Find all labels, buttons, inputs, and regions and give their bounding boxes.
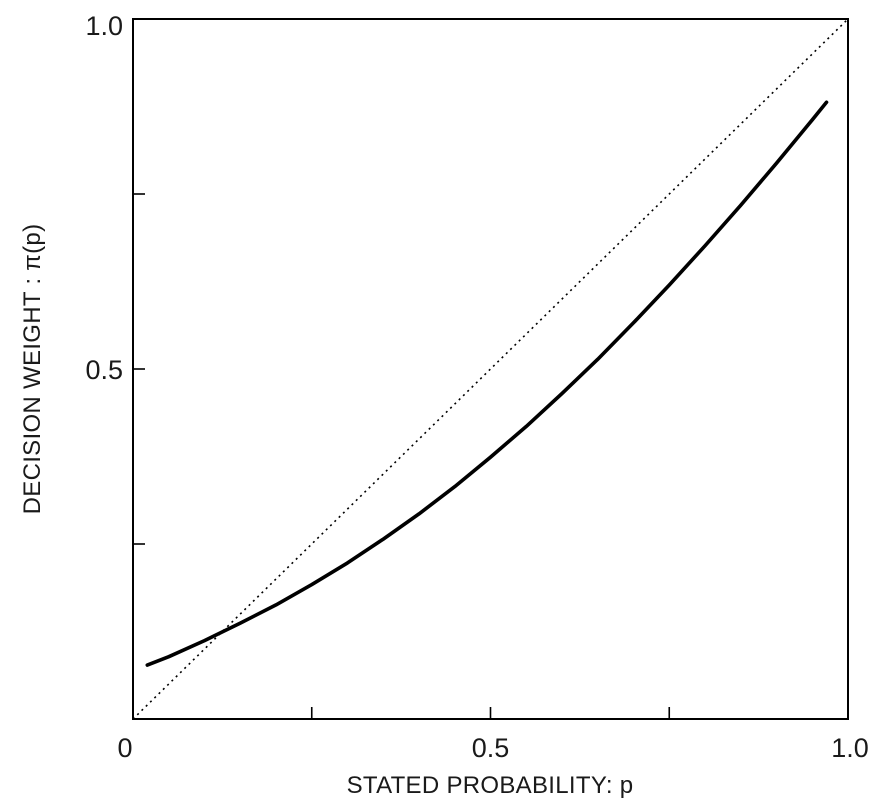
- decision-weight-curve: [145, 100, 829, 667]
- axis-ticks: [133, 193, 671, 719]
- x-axis-label: STATED PROBABILITY: p: [347, 772, 634, 799]
- y-axis-label: DECISION WEIGHT : π(p): [19, 224, 46, 515]
- identity-line: [132, 18, 849, 720]
- y-tick-label: 1.0: [85, 11, 123, 41]
- y-tick-label: 0.5: [85, 355, 123, 385]
- series-lines: [132, 18, 849, 720]
- tick-labels: 0 0.5 1.0 0.5 1.0: [85, 11, 868, 763]
- x-tick-label: 0: [117, 733, 132, 763]
- x-tick-label: 1.0: [831, 733, 869, 763]
- x-tick-label: 0.5: [472, 733, 510, 763]
